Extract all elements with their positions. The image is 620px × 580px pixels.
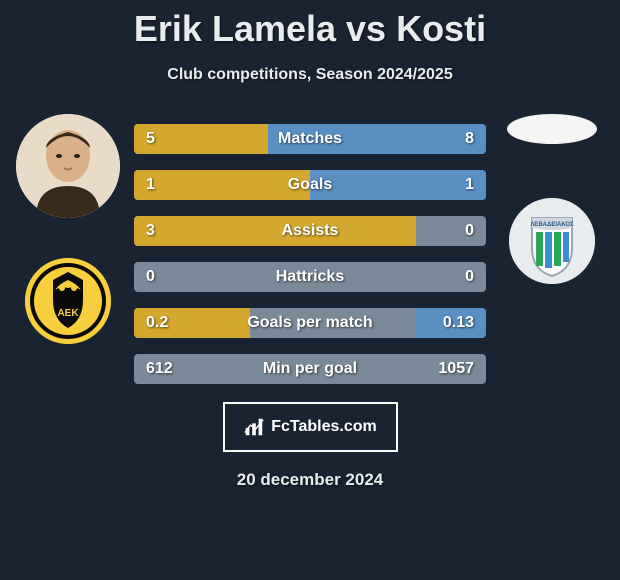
right-side: ΛΕΒΑΔΕΙΑΚΟΣ	[492, 114, 612, 384]
stat-row: 58Matches	[134, 124, 486, 154]
stat-label: Min per goal	[134, 360, 486, 378]
svg-text:AEK: AEK	[57, 308, 79, 319]
watermark: FcTables.com	[223, 402, 398, 452]
club-badge-left: AEK	[25, 258, 111, 344]
stat-label: Goals	[134, 176, 486, 194]
page-title: Erik Lamela vs Kosti	[0, 0, 620, 50]
player-photo-right	[507, 114, 597, 144]
club-badge-right: ΛΕΒΑΔΕΙΑΚΟΣ	[509, 198, 595, 284]
stat-row: 30Assists	[134, 216, 486, 246]
avatar-icon	[16, 114, 120, 218]
chart-icon	[243, 416, 265, 438]
stat-row: 11Goals	[134, 170, 486, 200]
stat-label: Goals per match	[134, 314, 486, 332]
aek-badge-icon: AEK	[25, 258, 111, 344]
stats-column: 58Matches 11Goals 30Assists 00Hattricks 0.20…	[128, 124, 492, 384]
stat-row: 0.20.13Goals per match	[134, 308, 486, 338]
player-photo-left	[16, 114, 120, 218]
stat-label: Hattricks	[134, 268, 486, 286]
comparison-panel: AEK 58Matches 11Goals 30Assists 00Hattricks…	[0, 114, 620, 384]
stat-label: Matches	[134, 130, 486, 148]
subtitle: Club competitions, Season 2024/2025	[0, 66, 620, 84]
date-label: 20 december 2024	[0, 470, 620, 490]
stat-label: Assists	[134, 222, 486, 240]
watermark-text: FcTables.com	[271, 418, 377, 436]
left-side: AEK	[8, 114, 128, 384]
stat-row: 6121057Min per goal	[134, 354, 486, 384]
svg-text:ΛΕΒΑΔΕΙΑΚΟΣ: ΛΕΒΑΔΕΙΑΚΟΣ	[530, 222, 574, 228]
levadiakos-badge-icon: ΛΕΒΑΔΕΙΑΚΟΣ	[509, 198, 595, 284]
stat-row: 00Hattricks	[134, 262, 486, 292]
